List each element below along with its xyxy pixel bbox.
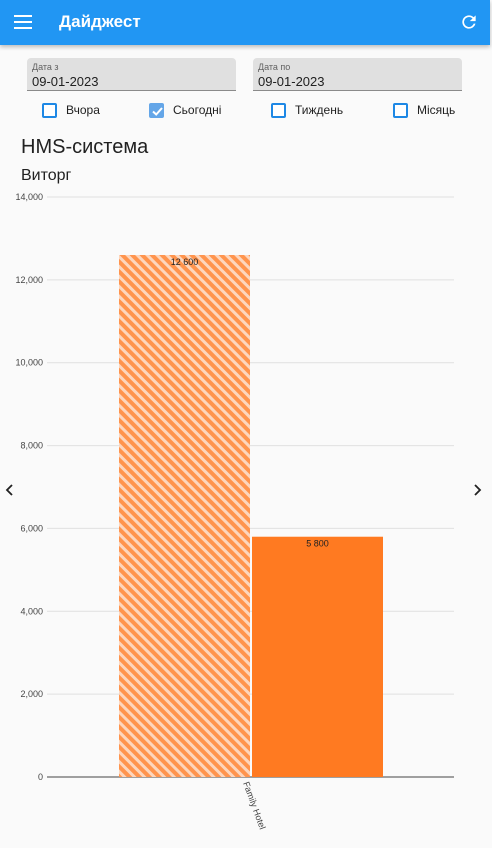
bar-series-1[interactable] xyxy=(119,255,250,777)
checkbox-box[interactable] xyxy=(42,102,57,118)
y-tick-label: 0 xyxy=(38,772,43,782)
section-title: HMS-система xyxy=(21,136,149,158)
date-to-label: Дата по xyxy=(258,62,291,72)
y-tick-label: 4,000 xyxy=(20,606,43,616)
checkbox-month[interactable]: Місяць xyxy=(393,101,455,119)
bar-series-2[interactable] xyxy=(252,536,383,777)
checkbox-week-label: Тиждень xyxy=(295,103,344,117)
check-icon xyxy=(152,106,163,116)
checkbox-today[interactable]: Сьогодні xyxy=(149,101,221,119)
y-tick-label: 2,000 xyxy=(20,689,43,699)
page-title: Дайджест xyxy=(59,12,141,31)
bar-data-label: 12 600 xyxy=(171,257,199,267)
date-to-field[interactable]: Дата по 09-01-2023 xyxy=(253,58,462,91)
date-from-value[interactable]: 09-01-2023 xyxy=(32,74,99,89)
chevron-right-icon[interactable] xyxy=(470,481,484,499)
y-tick-label: 10,000 xyxy=(15,358,43,368)
checkbox-week[interactable]: Тиждень xyxy=(271,101,343,119)
chevron-left-icon[interactable] xyxy=(3,481,17,499)
y-tick-label: 8,000 xyxy=(20,441,43,451)
app-bar: Дайджест xyxy=(0,0,490,45)
checkbox-box[interactable] xyxy=(393,102,408,118)
checkbox-today-label: Сьогодні xyxy=(173,103,222,117)
y-tick-label: 6,000 xyxy=(20,523,43,533)
checkbox-box[interactable] xyxy=(271,102,286,118)
section-subtitle: Виторг xyxy=(21,167,72,184)
refresh-icon[interactable] xyxy=(459,12,479,32)
y-tick-label: 12,000 xyxy=(15,275,43,285)
checkbox-yesterday[interactable]: Вчора xyxy=(42,101,100,119)
bar-data-label: 5 800 xyxy=(306,539,329,549)
checkbox-yesterday-label: Вчора xyxy=(66,103,100,117)
checkbox-box-checked[interactable] xyxy=(149,102,164,118)
date-from-field[interactable]: Дата з 09-01-2023 xyxy=(27,58,236,91)
date-to-value[interactable]: 09-01-2023 xyxy=(258,74,325,89)
revenue-chart: 02,0004,0006,0008,00010,00012,00014,000 … xyxy=(15,192,454,831)
checkbox-month-label: Місяць xyxy=(417,103,456,117)
x-tick-label: Family Hotel xyxy=(241,780,268,830)
y-tick-label: 14,000 xyxy=(15,192,43,202)
date-from-label: Дата з xyxy=(32,62,59,72)
menu-icon[interactable] xyxy=(14,15,32,29)
